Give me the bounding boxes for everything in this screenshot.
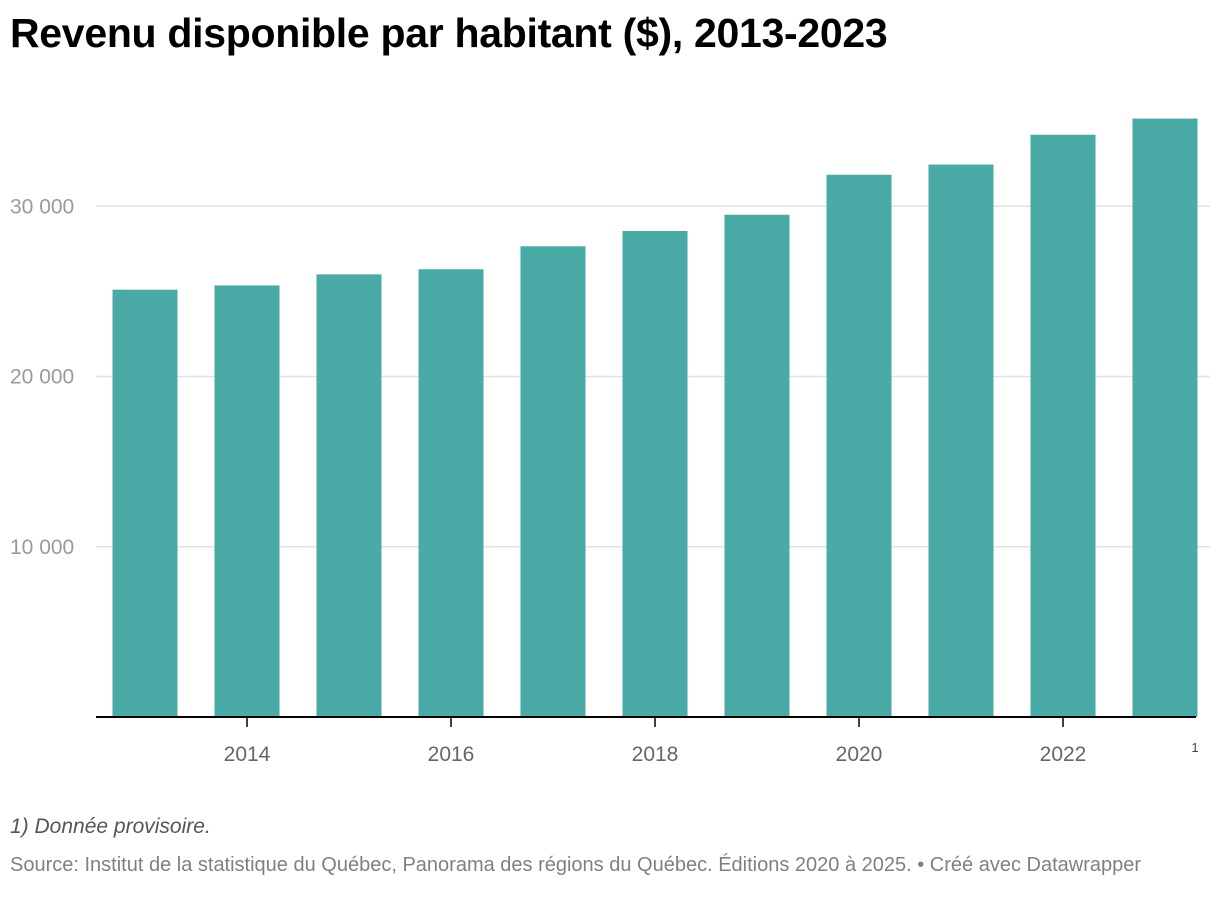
bar bbox=[622, 230, 688, 717]
footnote-marker: 1 bbox=[1191, 740, 1198, 755]
chart-title: Revenu disponible par habitant ($), 2013… bbox=[10, 10, 888, 56]
y-tick-label: 20 000 bbox=[10, 366, 74, 389]
bar bbox=[724, 214, 790, 717]
bar bbox=[1132, 118, 1198, 718]
bar bbox=[826, 174, 892, 717]
bar bbox=[520, 246, 586, 718]
x-tick-label: 2020 bbox=[836, 743, 883, 766]
x-tick-label: 2014 bbox=[224, 743, 271, 766]
bar bbox=[112, 289, 178, 717]
footnote: 1) Donnée provisoire. bbox=[10, 815, 211, 838]
y-tick-label: 10 000 bbox=[10, 536, 74, 559]
x-tick-label: 2016 bbox=[428, 743, 475, 766]
bar bbox=[418, 269, 484, 717]
x-tick-label: 2018 bbox=[632, 743, 679, 766]
bar bbox=[1030, 134, 1096, 717]
bar bbox=[316, 274, 382, 717]
x-tick-label: 2022 bbox=[1040, 743, 1087, 766]
y-tick-label: 30 000 bbox=[10, 195, 74, 218]
bar bbox=[214, 285, 280, 717]
bar-chart: 10 000 20 000 30 000 2014 2016 2018 2020 2022 1 bbox=[10, 118, 1210, 766]
bar bbox=[928, 164, 994, 717]
source-credit: Source: Institut de la statistique du Qu… bbox=[10, 854, 1142, 876]
